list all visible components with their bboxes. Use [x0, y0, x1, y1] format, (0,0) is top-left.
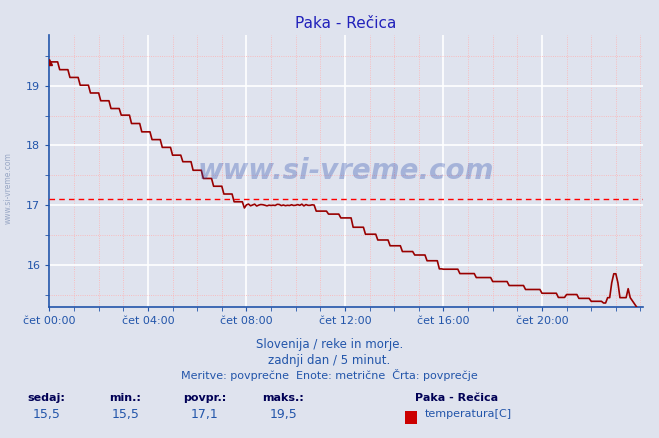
Text: www.si-vreme.com: www.si-vreme.com	[198, 157, 494, 185]
Text: sedaj:: sedaj:	[27, 393, 65, 403]
Text: www.si-vreme.com: www.si-vreme.com	[3, 152, 13, 224]
Title: Paka - Rečica: Paka - Rečica	[295, 16, 397, 31]
Text: povpr.:: povpr.:	[183, 393, 226, 403]
Text: Meritve: povprečne  Enote: metrične  Črta: povprečje: Meritve: povprečne Enote: metrične Črta:…	[181, 369, 478, 381]
Text: 19,5: 19,5	[270, 408, 297, 421]
Text: 15,5: 15,5	[111, 408, 139, 421]
Text: maks.:: maks.:	[262, 393, 304, 403]
Text: zadnji dan / 5 minut.: zadnji dan / 5 minut.	[268, 353, 391, 367]
Text: min.:: min.:	[109, 393, 141, 403]
Text: Slovenija / reke in morje.: Slovenija / reke in morje.	[256, 338, 403, 351]
Text: 17,1: 17,1	[190, 408, 218, 421]
Text: 15,5: 15,5	[32, 408, 60, 421]
Text: temperatura[C]: temperatura[C]	[425, 409, 512, 419]
Text: Paka - Rečica: Paka - Rečica	[415, 393, 498, 403]
